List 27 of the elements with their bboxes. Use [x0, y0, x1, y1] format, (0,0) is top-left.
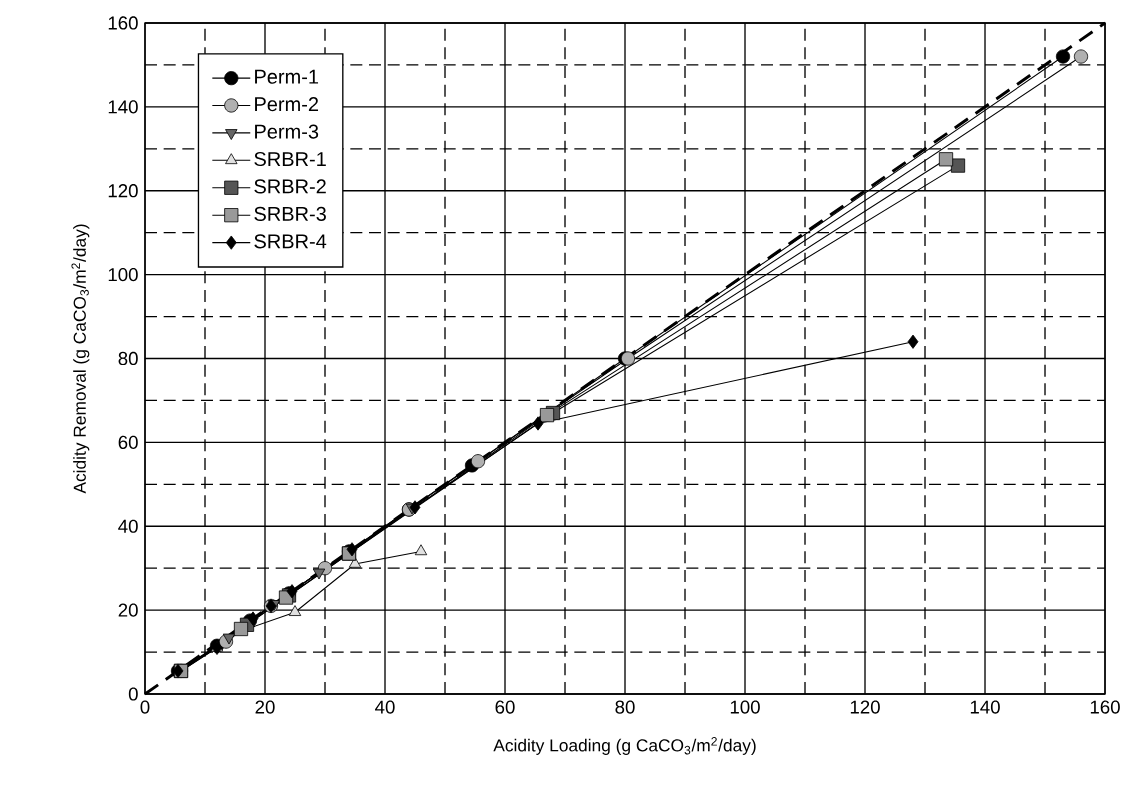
legend-label: SRBR-4 [254, 234, 327, 249]
legend-label: SRBR-3 [254, 206, 326, 221]
x-tick-label: 20 [255, 700, 275, 714]
legend-label: SRBR-2 [254, 179, 326, 194]
y-tick-label: 20 [118, 603, 138, 617]
x-axis-title: Acidity Loading (g CaCO$_{3}$/m$^{2}$/day) [493, 737, 756, 755]
y-tick-label: 120 [108, 184, 138, 198]
x-tick-label: 100 [730, 700, 760, 714]
y-tick-label: 140 [108, 100, 138, 114]
y-axis-title: Acidity Removal (g CaCO$_{3}$/m$^{2}$/day) [71, 224, 90, 494]
y-tick-label: 160 [108, 16, 138, 30]
legend-label: SRBR-1 [254, 151, 326, 167]
legend-label: Perm-1 [255, 69, 319, 84]
y-tick-label: 100 [108, 268, 138, 282]
x-tick-label: 140 [970, 700, 1000, 714]
legend-label: Perm-3 [255, 124, 319, 139]
y-tick-label: 60 [118, 435, 138, 449]
x-tick-label: 80 [615, 700, 635, 714]
x-tick-label: 40 [375, 700, 395, 714]
legend-label: Perm-2 [255, 97, 319, 112]
y-tick-label: 80 [118, 351, 138, 366]
x-tick-label: 160 [1090, 700, 1120, 714]
y-tick-label: 40 [118, 519, 138, 533]
y-tick-label: 0 [128, 687, 138, 701]
x-tick-label: 0 [140, 700, 150, 714]
x-tick-label: 120 [850, 700, 880, 714]
x-tick-label: 60 [495, 700, 515, 714]
